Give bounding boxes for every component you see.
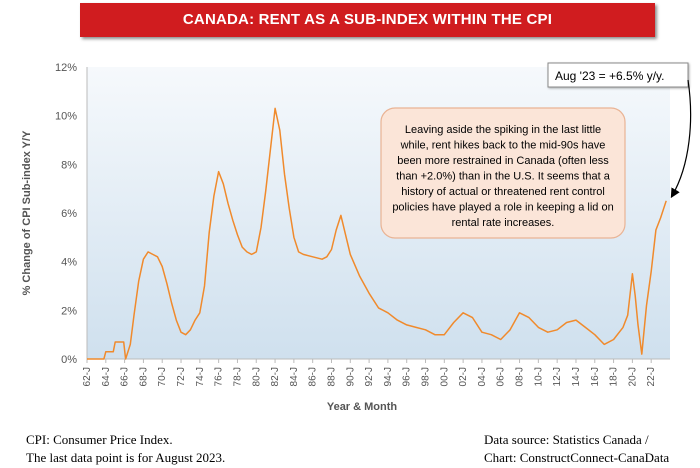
y-tick-label: 0% <box>61 354 77 366</box>
x-tick-label: 08-J <box>515 367 526 386</box>
last-point-arrow <box>670 79 692 199</box>
footnote-right: Data source: Statistics Canada / Chart: … <box>484 431 669 467</box>
chart-title-banner: CANADA: RENT AS A SUB-INDEX WITHIN THE C… <box>80 3 655 37</box>
footnote-left: CPI: Consumer Price Index. The last data… <box>26 431 225 467</box>
x-tick-label: 96-J <box>402 367 413 386</box>
x-tick-label: 64-J <box>101 367 112 386</box>
x-tick-label: 86-J <box>308 367 319 386</box>
y-tick-label: 12% <box>55 62 77 74</box>
y-tick-label: 4% <box>61 257 77 269</box>
y-tick-label: 10% <box>55 111 77 123</box>
footnote-last-data-point: The last data point is for August 2023. <box>26 450 226 465</box>
x-axis-label: Year & Month <box>327 401 398 413</box>
x-tick-label: 88-J <box>326 367 337 386</box>
x-tick-label: 92-J <box>364 367 375 386</box>
footnote-data-source: Data source: Statistics Canada / <box>484 432 649 447</box>
comment-text: Leaving aside the spiking in the last li… <box>392 124 613 229</box>
footnote-chart-credit: Chart: ConstructConnect-CanaData <box>484 450 670 465</box>
x-tick-label: 22-J <box>646 367 657 386</box>
footnote-cpi-definition: CPI: Consumer Price Index. <box>26 432 173 447</box>
y-tick-label: 8% <box>61 159 77 171</box>
x-tick-label: 10-J <box>533 367 544 386</box>
x-tick-label: 94-J <box>383 367 394 386</box>
x-tick-label: 14-J <box>571 367 582 386</box>
x-tick-label: 74-J <box>195 367 206 386</box>
x-tick-label: 70-J <box>157 367 168 386</box>
x-tick-label: 20-J <box>627 367 638 386</box>
x-tick-label: 72-J <box>176 367 187 386</box>
y-axis-label: % Change of CPI Sub-index Y/Y <box>21 130 33 295</box>
last-point-callout-text: Aug '23 = +6.5% y/y. <box>555 69 664 83</box>
x-tick-label: 04-J <box>477 367 488 386</box>
x-tick-label: 06-J <box>496 367 507 386</box>
x-tick-label: 02-J <box>458 367 469 386</box>
x-tick-label: 76-J <box>214 367 225 386</box>
x-tick-label: 66-J <box>120 367 131 386</box>
x-tick-label: 80-J <box>251 367 262 386</box>
comment-bubble <box>380 107 626 239</box>
x-tick-label: 12-J <box>552 367 563 386</box>
x-tick-label: 62-J <box>82 367 93 386</box>
last-point-callout-box <box>547 62 689 88</box>
x-tick-label: 18-J <box>609 367 620 386</box>
x-tick-label: 90-J <box>345 367 356 386</box>
x-tick-label: 00-J <box>439 367 450 386</box>
y-axis: 0% 2% 4% 6% 8% 10% 12% <box>55 62 88 366</box>
x-tick-label: 82-J <box>270 367 281 386</box>
rent-cpi-line <box>87 107 667 360</box>
x-tick-label: 84-J <box>289 367 300 386</box>
x-tick-label: 98-J <box>421 367 432 386</box>
y-tick-label: 2% <box>61 305 77 317</box>
x-tick-label: 78-J <box>232 367 243 386</box>
x-tick-label: 16-J <box>590 367 601 386</box>
x-axis: 62-J 64-J 66-J 68-J 70-J 72-J 74-J 76-J 78-J 80-J… <box>82 358 670 386</box>
y-tick-label: 6% <box>61 208 77 220</box>
x-tick-label: 68-J <box>138 367 149 386</box>
